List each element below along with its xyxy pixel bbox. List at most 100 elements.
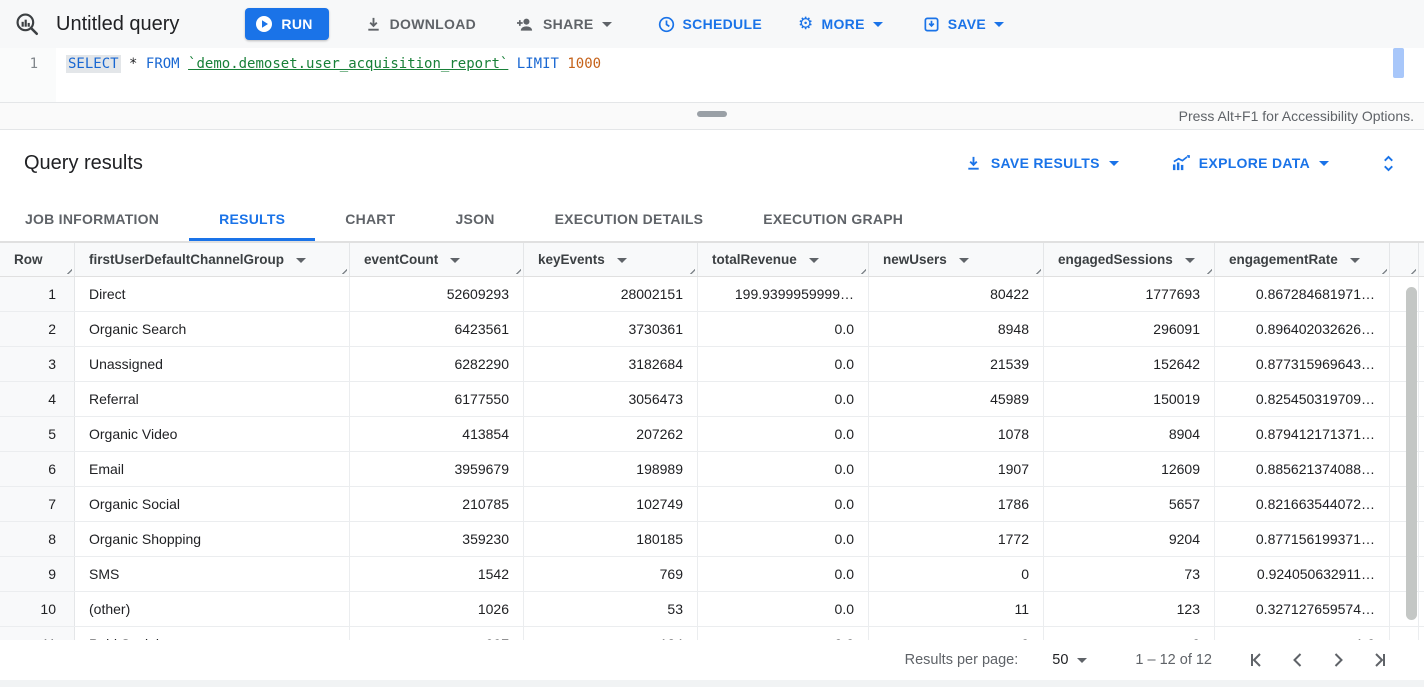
tab-json[interactable]: JSON bbox=[425, 196, 524, 241]
column-header-firstuserdefaultchannelgroup[interactable]: firstUserDefaultChannelGroup bbox=[75, 243, 350, 276]
cell-spacer bbox=[1390, 627, 1419, 640]
cell-spacer bbox=[1390, 592, 1419, 626]
cell-newusers: 0 bbox=[869, 557, 1044, 591]
sort-menu-icon[interactable] bbox=[616, 258, 627, 263]
cell-keyevents: 102749 bbox=[524, 487, 698, 521]
cell-firstuserdefaultchannelgroup: Organic Shopping bbox=[75, 522, 350, 556]
save-icon bbox=[923, 16, 940, 33]
cell-keyevents: 28002151 bbox=[524, 277, 698, 311]
column-header-newusers[interactable]: newUsers bbox=[869, 243, 1044, 276]
sort-menu-icon[interactable] bbox=[450, 258, 461, 263]
next-page-button[interactable] bbox=[1318, 646, 1358, 674]
last-page-button[interactable] bbox=[1358, 646, 1398, 674]
cell-engagedsessions: 12609 bbox=[1044, 452, 1215, 486]
first-page-button[interactable] bbox=[1238, 646, 1278, 674]
table-row: 6 Email 3959679 198989 0.0 1907 12609 0.8856213… bbox=[0, 452, 1424, 487]
row-number-cell: 7 bbox=[0, 487, 75, 521]
save-results-button[interactable]: SAVE RESULTS bbox=[965, 155, 1119, 172]
cell-engagedsessions: 296091 bbox=[1044, 312, 1215, 346]
splitter-drag-handle[interactable] bbox=[697, 111, 727, 117]
cell-spacer bbox=[1390, 347, 1419, 381]
row-number-cell: 3 bbox=[0, 347, 75, 381]
cell-firstuserdefaultchannelgroup: Referral bbox=[75, 382, 350, 416]
sql-table-reference[interactable]: `demo.demoset.user_acquisition_report` bbox=[188, 56, 509, 72]
cell-firstuserdefaultchannelgroup: SMS bbox=[75, 557, 350, 591]
save-button[interactable]: SAVE bbox=[923, 16, 1005, 33]
query-results-title: Query results bbox=[24, 151, 143, 174]
sort-menu-icon[interactable] bbox=[958, 258, 969, 263]
cell-firstuserdefaultchannelgroup: Paid Social bbox=[75, 627, 350, 640]
column-header-engagedsessions[interactable]: engagedSessions bbox=[1044, 243, 1215, 276]
sort-menu-icon[interactable] bbox=[808, 258, 819, 263]
run-button[interactable]: RUN bbox=[245, 8, 329, 40]
tab-execution-details[interactable]: EXECUTION DETAILS bbox=[525, 196, 734, 241]
cell-spacer bbox=[1390, 522, 1419, 556]
chevron-down-icon bbox=[994, 21, 1005, 27]
bottom-strip bbox=[0, 680, 1424, 687]
column-resize-handle[interactable] bbox=[63, 265, 72, 274]
cell-totalrevenue: 0.0 bbox=[698, 522, 869, 556]
row-number-cell: 9 bbox=[0, 557, 75, 591]
column-resize-handle[interactable] bbox=[1032, 265, 1041, 274]
tab-results[interactable]: RESULTS bbox=[189, 196, 316, 241]
column-header-eventcount[interactable]: eventCount bbox=[350, 243, 524, 276]
column-header-keyevents[interactable]: keyEvents bbox=[524, 243, 698, 276]
cell-keyevents: 207262 bbox=[524, 417, 698, 451]
sql-editor[interactable]: 1 SELECT * FROM `demo.demoset.user_acqui… bbox=[0, 48, 1424, 102]
tab-chart[interactable]: CHART bbox=[315, 196, 425, 241]
table-row: 8 Organic Shopping 359230 180185 0.0 1772 9204… bbox=[0, 522, 1424, 557]
column-resize-handle[interactable] bbox=[1203, 265, 1212, 274]
column-resize-handle[interactable] bbox=[686, 265, 695, 274]
schedule-button[interactable]: SCHEDULE bbox=[658, 16, 762, 33]
sort-menu-icon[interactable] bbox=[1349, 258, 1360, 263]
cell-totalrevenue: 0.0 bbox=[698, 627, 869, 640]
query-results-header: Query results SAVE RESULTS EXPLORE DATA bbox=[0, 130, 1424, 196]
table-row: 3 Unassigned 6282290 3182684 0.0 21539 152642 0… bbox=[0, 347, 1424, 382]
sql-code-line[interactable]: SELECT * FROM `demo.demoset.user_acquisi… bbox=[56, 48, 601, 102]
explore-data-button[interactable]: EXPLORE DATA bbox=[1171, 154, 1329, 172]
column-resize-handle[interactable] bbox=[512, 265, 521, 274]
add-person-icon bbox=[516, 16, 535, 33]
cell-firstuserdefaultchannelgroup: (other) bbox=[75, 592, 350, 626]
tab-job-information[interactable]: JOB INFORMATION bbox=[0, 196, 189, 241]
previous-page-button[interactable] bbox=[1278, 646, 1318, 674]
cell-eventcount: 52609293 bbox=[350, 277, 524, 311]
column-resize-handle[interactable] bbox=[1407, 265, 1416, 274]
line-number-gutter: 1 bbox=[0, 48, 56, 102]
cell-engagementrate: 0.924050632911… bbox=[1215, 557, 1390, 591]
cell-keyevents: 53 bbox=[524, 592, 698, 626]
cell-keyevents: 180185 bbox=[524, 522, 698, 556]
pagination-range: 1 – 12 of 12 bbox=[1135, 652, 1212, 668]
sql-limit-value: 1000 bbox=[567, 56, 602, 72]
column-resize-handle[interactable] bbox=[857, 265, 866, 274]
results-table-head: Row firstUserDefaultChannelGroup eventCoun… bbox=[0, 243, 1424, 277]
expand-collapse-button[interactable] bbox=[1381, 154, 1396, 173]
unfold-icon bbox=[1381, 154, 1396, 173]
tab-execution-graph[interactable]: EXECUTION GRAPH bbox=[733, 196, 933, 241]
download-button[interactable]: DOWNLOAD bbox=[365, 16, 476, 33]
download-icon bbox=[965, 155, 982, 172]
sort-menu-icon[interactable] bbox=[296, 258, 307, 263]
cell-engagementrate: 0.885621374088… bbox=[1215, 452, 1390, 486]
column-resize-handle[interactable] bbox=[338, 265, 347, 274]
column-header-engagementrate[interactable]: engagementRate bbox=[1215, 243, 1390, 276]
more-button[interactable]: ⚙ MORE bbox=[798, 15, 883, 33]
column-header-totalrevenue[interactable]: totalRevenue bbox=[698, 243, 869, 276]
row-number-cell: 6 bbox=[0, 452, 75, 486]
chevron-down-icon bbox=[1108, 160, 1119, 166]
page-size-select[interactable]: 50 bbox=[1052, 652, 1088, 668]
table-row: 11Paid Social9971340.0001.0 bbox=[0, 627, 1424, 640]
share-button[interactable]: SHARE bbox=[516, 16, 612, 33]
cell-eventcount: 3959679 bbox=[350, 452, 524, 486]
sort-menu-icon[interactable] bbox=[1184, 258, 1195, 263]
clock-icon bbox=[658, 16, 675, 33]
cell-spacer bbox=[1390, 557, 1419, 591]
cell-engagedsessions: 152642 bbox=[1044, 347, 1215, 381]
cell-firstuserdefaultchannelgroup: Organic Search bbox=[75, 312, 350, 346]
column-resize-handle[interactable] bbox=[1378, 265, 1387, 274]
column-header-spacer bbox=[1390, 243, 1419, 276]
table-scrollbar-thumb[interactable] bbox=[1406, 287, 1417, 620]
cell-newusers: 1078 bbox=[869, 417, 1044, 451]
editor-scrollbar-thumb[interactable] bbox=[1393, 48, 1404, 78]
row-number-cell: 8 bbox=[0, 522, 75, 556]
